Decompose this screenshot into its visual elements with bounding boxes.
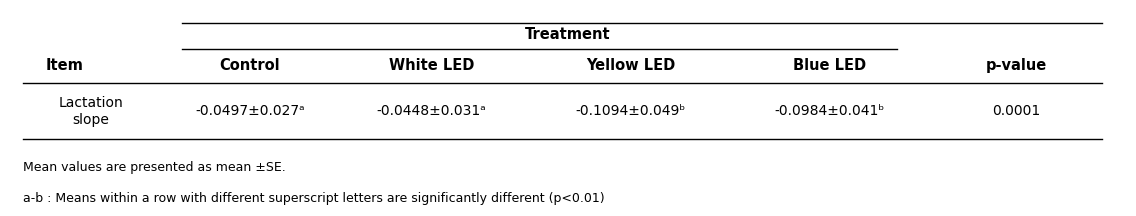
Text: Mean values are presented as mean ±SE.: Mean values are presented as mean ±SE. (23, 161, 285, 174)
Text: -0.1094±0.049ᵇ: -0.1094±0.049ᵇ (575, 104, 686, 118)
Text: White LED: White LED (389, 58, 475, 73)
Text: Item: Item (45, 58, 83, 73)
Text: Control: Control (219, 58, 281, 73)
Text: p-value: p-value (986, 58, 1047, 73)
Text: -0.0984±0.041ᵇ: -0.0984±0.041ᵇ (774, 104, 885, 118)
Text: -0.0448±0.031ᵃ: -0.0448±0.031ᵃ (377, 104, 486, 118)
Text: -0.0497±0.027ᵃ: -0.0497±0.027ᵃ (195, 104, 304, 118)
Text: 0.0001: 0.0001 (993, 104, 1041, 118)
Text: Lactation
slope: Lactation slope (59, 96, 123, 127)
Text: Treatment: Treatment (525, 27, 611, 42)
Text: Blue LED: Blue LED (793, 58, 866, 73)
Text: a-b : Means within a row with different superscript letters are significantly di: a-b : Means within a row with different … (23, 192, 604, 205)
Text: Yellow LED: Yellow LED (586, 58, 675, 73)
